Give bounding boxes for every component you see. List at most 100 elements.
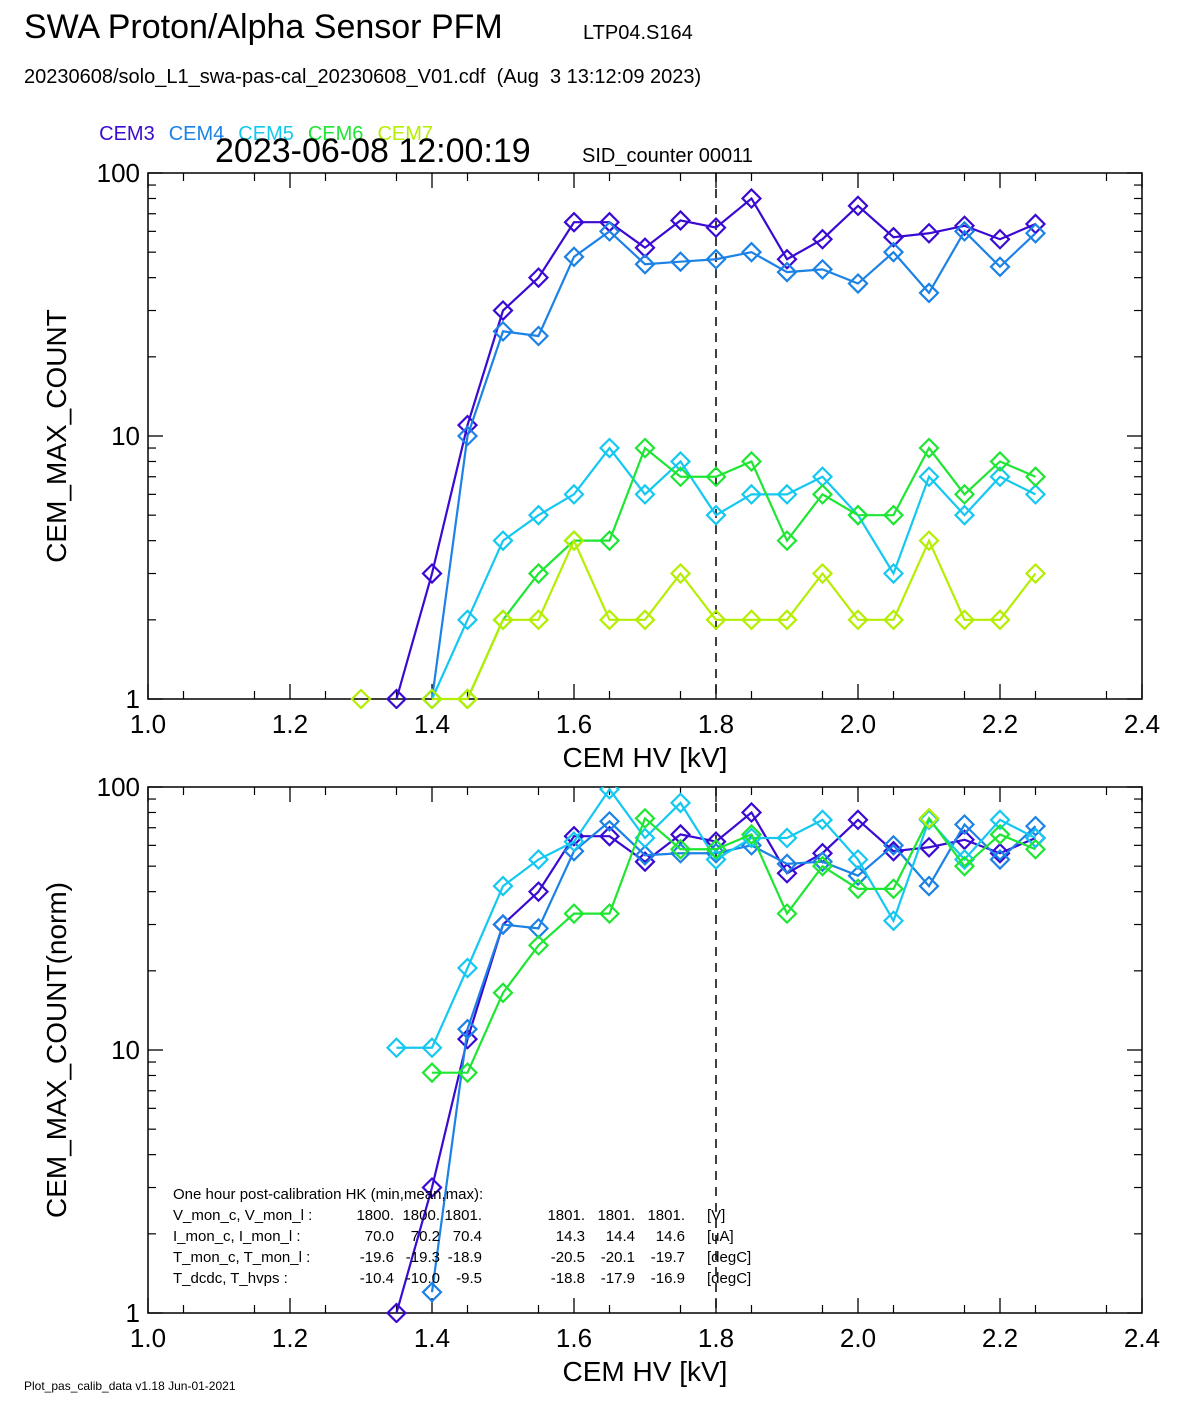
hk-value: -18.9	[448, 1249, 482, 1266]
point-cem3	[705, 217, 727, 239]
point-cem5	[705, 848, 727, 871]
point-cem5	[740, 827, 763, 849]
point-cem4	[421, 1281, 443, 1303]
point-cem3	[385, 688, 408, 709]
chart-2: 1.0 1.2 1.4 1.6 1.8 2.0 2.2 2.4 1 10 100 CEM HV [kV…	[41, 772, 1160, 1387]
point-cem7	[918, 530, 940, 552]
hk-value: 1800.	[402, 1207, 440, 1224]
point-cem6	[527, 934, 550, 956]
chart-1: 1.0 1.2 1.4 1.6 1.8 2.0 2.2 2.4 1 10 100 CEM HV [kV…	[41, 158, 1160, 773]
point-cem4	[882, 241, 905, 263]
point-cem3	[847, 809, 869, 831]
point-cem4	[669, 251, 692, 273]
hk-annotation: One hour post-calibration HK (min,mean,m…	[173, 1186, 751, 1287]
point-cem6	[847, 504, 869, 526]
point-cem3	[669, 209, 692, 232]
legend-item-cem4: CEM4	[168, 123, 225, 145]
point-cem5	[1024, 827, 1047, 849]
point-cem3	[1024, 213, 1047, 235]
point-cem3	[456, 1028, 479, 1050]
point-cem6	[776, 530, 798, 552]
timestamp: 2023-06-08 12:00:19	[215, 132, 531, 170]
series-line-cem6	[466, 446, 1036, 700]
point-cem5	[492, 530, 514, 552]
point-cem5	[527, 848, 550, 871]
point-cem6	[705, 466, 727, 488]
point-cem5	[598, 787, 621, 800]
point-cem5	[989, 466, 1011, 488]
point-cem6	[421, 1062, 443, 1084]
file-line: 20230608/solo_L1_swa-pas-cal_20230608_V0…	[24, 66, 702, 88]
point-cem4	[492, 320, 514, 342]
point-cem7	[1024, 562, 1047, 585]
point-cem4	[634, 844, 656, 866]
point-cem5	[882, 562, 905, 585]
hk-value: -17.9	[601, 1270, 635, 1287]
point-cem4	[563, 246, 585, 268]
point-cem5	[527, 504, 550, 526]
hk-value: -19.3	[406, 1249, 440, 1266]
hk-value: 14.6	[656, 1228, 685, 1245]
point-cem7	[847, 609, 869, 631]
y-tick-label: 1	[126, 684, 140, 714]
point-cem6	[1024, 466, 1047, 488]
point-cem7	[705, 609, 727, 631]
point-cem4	[953, 813, 976, 836]
point-cem3	[598, 825, 621, 847]
point-cem6	[918, 437, 940, 459]
point-cem4	[740, 241, 763, 263]
point-cem5	[705, 504, 727, 526]
point-cem4	[918, 875, 940, 897]
x-axis-label: CEM HV [kV]	[563, 1356, 728, 1387]
point-cem4	[918, 282, 940, 304]
hk-row-label: T_mon_c, T_mon_l :	[173, 1249, 310, 1266]
point-cem5	[563, 483, 585, 505]
point-cem5	[989, 809, 1011, 831]
point-cem6	[456, 1062, 479, 1084]
point-cem7	[669, 562, 692, 585]
point-cem7	[953, 609, 976, 631]
hk-unit: [uA]	[707, 1228, 734, 1245]
y-tick-label: 100	[97, 158, 140, 188]
hk-value: -18.8	[551, 1270, 585, 1287]
hk-value: -19.6	[360, 1249, 394, 1266]
hk-value: -19.7	[651, 1249, 685, 1266]
point-cem5	[634, 483, 656, 505]
point-cem3	[563, 211, 585, 233]
main-title: SWA Proton/Alpha Sensor PFM	[24, 8, 503, 46]
point-cem6	[598, 530, 621, 552]
hk-value: 70.4	[453, 1228, 482, 1245]
point-cem3	[847, 195, 869, 217]
series-line-cem7	[432, 537, 1037, 701]
point-cem6	[740, 823, 763, 846]
legend-item-cem5: CEM5	[238, 123, 294, 145]
series-line-cem4	[430, 819, 1037, 1293]
x-tick-label: 1.6	[556, 1323, 592, 1353]
legend-item-cem7: CEM7	[377, 123, 434, 145]
point-cem5	[811, 809, 834, 831]
hk-value: 1801.	[647, 1207, 685, 1224]
point-cem4	[776, 261, 798, 283]
point-cem5	[598, 437, 621, 459]
y-tick-label: 1	[126, 1298, 140, 1328]
hk-value: 70.0	[365, 1228, 394, 1245]
point-cem3	[740, 187, 763, 210]
point-cem4	[989, 848, 1011, 871]
point-cem5	[740, 483, 763, 505]
point-cem3	[918, 222, 940, 244]
x-tick-label: 1.0	[130, 709, 166, 739]
hk-value: 1801.	[444, 1207, 482, 1224]
point-cem6	[1024, 838, 1047, 860]
series-group	[385, 787, 1047, 1323]
x-tick-label: 2.0	[840, 709, 876, 739]
point-cem7	[456, 688, 479, 709]
point-cem4	[847, 865, 869, 887]
x-tick-label: 1.4	[414, 709, 450, 739]
y-tick-label: 10	[111, 1035, 140, 1065]
x-tick-label: 2.4	[1124, 1323, 1160, 1353]
hk-header: One hour post-calibration HK (min,mean,m…	[173, 1186, 483, 1203]
point-cem5	[563, 831, 585, 853]
sid-counter: SID_counter 00011	[582, 145, 753, 167]
point-cem3	[882, 226, 905, 248]
point-cem5	[385, 1037, 408, 1059]
